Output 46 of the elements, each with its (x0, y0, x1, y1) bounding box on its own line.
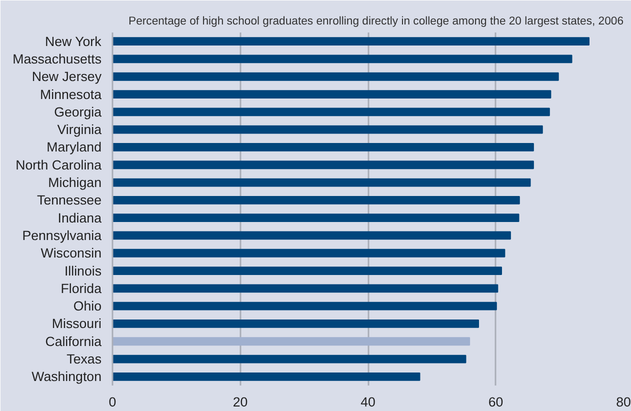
bar (112, 231, 511, 240)
y-tick-label: Missouri (52, 316, 102, 332)
x-tick-label: 0 (108, 394, 116, 410)
bar (112, 266, 502, 275)
bar (112, 196, 520, 204)
bar (112, 54, 572, 64)
bar (112, 90, 552, 98)
chart-title: Percentage of high school graduates enrolling directly in college among the 20 largest states, 2006 (128, 16, 624, 28)
x-tick-label: 80 (616, 394, 631, 410)
y-tick-label: North Carolina (16, 157, 102, 172)
y-tick-label: Georgia (54, 104, 102, 120)
y-tick-label: Indiana (58, 210, 102, 226)
bar (112, 354, 466, 364)
x-tick-label: 20 (232, 394, 248, 410)
bar (112, 284, 498, 293)
bar (112, 72, 559, 81)
bar (112, 337, 470, 346)
y-tick-label: California (45, 334, 102, 349)
bar (112, 320, 480, 328)
y-tick-label: Virginia (57, 122, 102, 138)
bar (112, 125, 543, 134)
y-tick-label: New York (44, 34, 102, 49)
bar (112, 160, 534, 170)
bar (112, 372, 420, 381)
y-tick-label: Florida (60, 280, 102, 296)
y-tick-label: Massachusetts (12, 51, 102, 66)
y-tick-label: New Jersey (32, 69, 102, 84)
y-tick-label: Tennessee (37, 192, 102, 208)
y-tick-label: Washington (32, 369, 102, 384)
bar (112, 143, 534, 152)
y-tick-label: Illinois (64, 263, 102, 278)
y-tick-label: Pennsylvania (22, 228, 102, 243)
y-tick-label: Minnesota (40, 86, 102, 102)
y-tick-label: Maryland (46, 140, 102, 155)
x-tick-label: 60 (488, 394, 504, 410)
y-tick-label: Ohio (73, 298, 102, 314)
bar (112, 37, 590, 46)
x-tick-label: 40 (360, 394, 376, 410)
y-tick-label: Michigan (48, 175, 102, 190)
bar (112, 248, 506, 258)
bar (112, 214, 520, 222)
bar (112, 178, 531, 187)
bar (112, 108, 550, 116)
bar (112, 302, 497, 310)
y-tick-label: Wisconsin (40, 246, 102, 261)
y-tick-label: Texas (66, 352, 102, 367)
